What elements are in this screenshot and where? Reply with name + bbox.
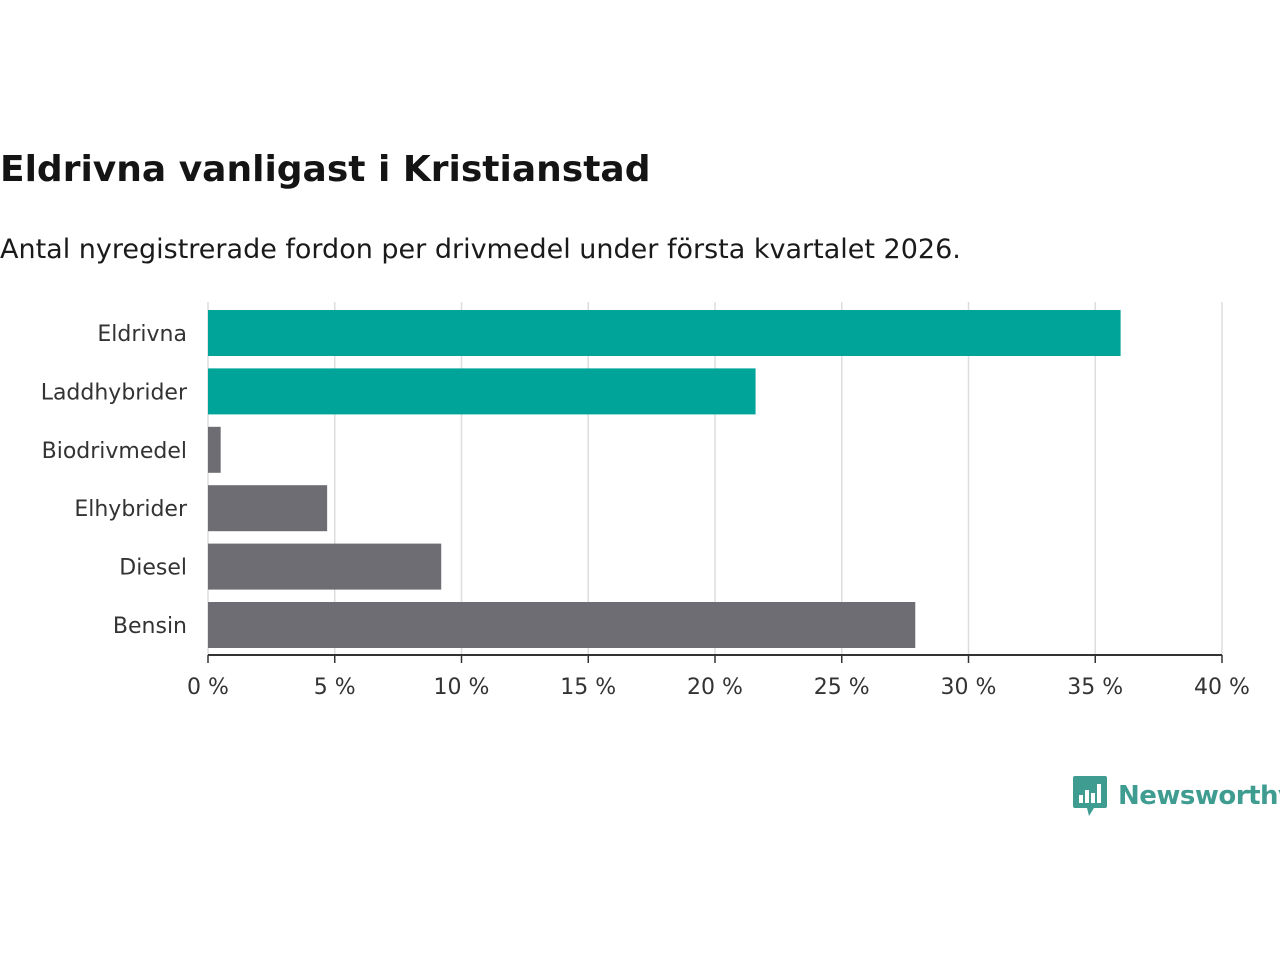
x-tick-label-0: 0 % xyxy=(187,675,229,700)
x-tick-label-15: 15 % xyxy=(560,675,616,700)
bar-bensin xyxy=(208,602,916,648)
chart-title: Eldrivna vanligast i Kristianstad xyxy=(0,149,651,190)
logo-text: Newsworthy xyxy=(1118,781,1280,811)
bar-biodrivmedel xyxy=(208,426,221,473)
newsworthy-logo: Newsworthy xyxy=(1072,774,1280,818)
bars xyxy=(208,310,1121,648)
bar-diesel xyxy=(208,543,442,590)
category-labels: Eldrivna Laddhybrider Biodrivmedel Elhybrid… xyxy=(41,322,188,639)
chart-subtitle: Antal nyregistrerade fordon per drivmede… xyxy=(0,234,961,265)
gridlines xyxy=(207,302,1223,655)
x-tick-label-10: 10 % xyxy=(434,675,490,700)
bar-laddhybrider xyxy=(208,368,756,415)
category-label-diesel: Diesel xyxy=(119,556,187,581)
category-label-elhybrider: Elhybrider xyxy=(74,497,188,522)
category-label-biodrivmedel: Biodrivmedel xyxy=(42,439,187,464)
category-label-bensin: Bensin xyxy=(113,614,187,639)
x-tick-label-40: 40 % xyxy=(1194,675,1250,700)
x-tick-label-30: 30 % xyxy=(941,675,997,700)
bar-chart-speech-bubble-icon xyxy=(1073,776,1107,816)
x-tick-label-35: 35 % xyxy=(1067,675,1123,700)
x-tick-label-25: 25 % xyxy=(814,675,870,700)
category-label-laddhybrider: Laddhybrider xyxy=(41,380,188,405)
bar-elhybrider xyxy=(208,485,328,532)
category-label-eldrivna: Eldrivna xyxy=(97,322,187,347)
x-axis: 0 % 5 % 10 % 15 % 20 % 25 % 30 % 35 % 40 % xyxy=(187,654,1250,700)
x-tick-label-5: 5 % xyxy=(314,675,356,700)
bar-eldrivna xyxy=(208,310,1121,356)
x-tick-label-20: 20 % xyxy=(687,675,743,700)
